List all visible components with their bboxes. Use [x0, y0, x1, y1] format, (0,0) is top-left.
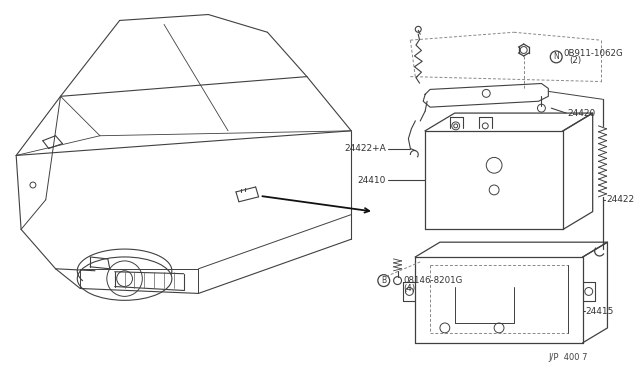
- Text: 24415: 24415: [586, 307, 614, 316]
- Text: 24422: 24422: [607, 195, 635, 204]
- Text: J/P  400 7: J/P 400 7: [548, 353, 588, 362]
- Text: 24422+A: 24422+A: [344, 144, 386, 153]
- Text: 24420: 24420: [567, 109, 595, 118]
- Text: (4): (4): [403, 284, 415, 293]
- Text: B: B: [381, 276, 387, 285]
- Text: 08146-8201G: 08146-8201G: [403, 276, 463, 285]
- Text: 24410: 24410: [357, 176, 386, 185]
- Text: 0B911-1062G: 0B911-1062G: [563, 49, 623, 58]
- Text: (2): (2): [569, 56, 581, 65]
- Text: N: N: [554, 52, 559, 61]
